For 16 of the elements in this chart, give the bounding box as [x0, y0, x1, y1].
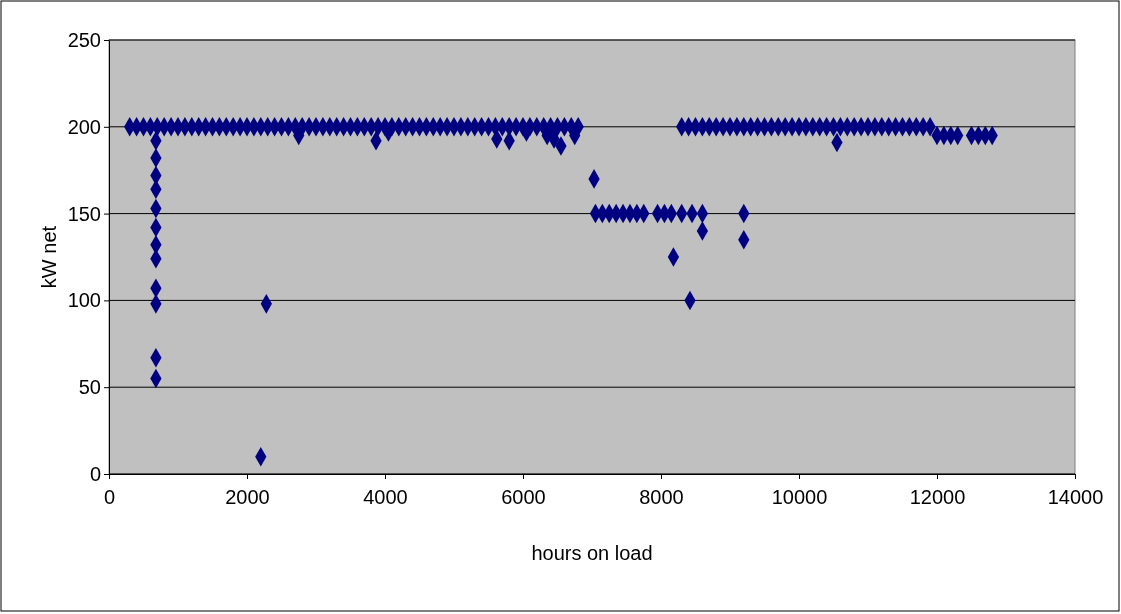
- y-tick-label: 50: [78, 376, 101, 399]
- x-axis-title: hours on load: [531, 542, 653, 564]
- x-tick-label: 8000: [639, 486, 684, 508]
- x-tick-label: 2000: [225, 486, 270, 508]
- y-axis-title: kW net: [38, 225, 60, 289]
- x-tick-label: 6000: [501, 486, 546, 508]
- x-tick-label: 10000: [771, 486, 828, 508]
- y-tick-label: 0: [89, 462, 101, 485]
- y-tick-label: 100: [67, 289, 101, 312]
- x-tick-label: 4000: [363, 486, 408, 508]
- y-tick-label: 250: [67, 28, 101, 51]
- x-tick-label: 0: [103, 486, 116, 508]
- x-tick-label: 14000: [1047, 486, 1104, 508]
- y-tick-label: 150: [67, 202, 101, 225]
- y-tick-label: 200: [67, 115, 101, 138]
- x-tick-label: 12000: [909, 486, 966, 508]
